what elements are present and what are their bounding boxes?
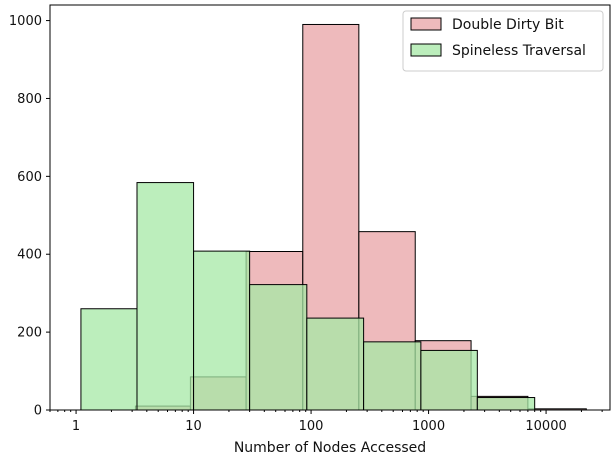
x-tick-label-2: 100 <box>299 419 324 434</box>
plot-frame <box>49 4 611 411</box>
x-tick-label-3: 1000 <box>412 419 445 434</box>
bar-spineless-traversal-5 <box>363 341 422 411</box>
y-tick-label-0: 0 <box>34 404 42 419</box>
y-tick-label-4: 800 <box>17 92 42 107</box>
bar-spineless-traversal-1 <box>136 182 195 411</box>
bar-spineless-traversal-2 <box>193 250 251 411</box>
legend: Double Dirty Bit Spineless Traversal <box>402 10 604 72</box>
legend-box <box>402 10 604 72</box>
bar-spineless-traversal-6 <box>420 349 478 411</box>
y-tick-label-3: 600 <box>17 170 42 185</box>
legend-label-spineless-traversal: Spineless Traversal <box>452 43 586 59</box>
x-tick-label-0: 1 <box>72 419 80 434</box>
x-tick-label-1: 10 <box>185 419 202 434</box>
y-tick-label-2: 400 <box>17 248 42 263</box>
x-tick-label-4: 10000 <box>525 419 566 434</box>
bars-layer <box>80 23 587 411</box>
x-axis-title: Number of Nodes Accessed <box>234 440 426 456</box>
bar-spineless-traversal-0 <box>80 308 138 411</box>
bar-spineless-traversal-3 <box>249 284 308 411</box>
legend-swatch-spineless-traversal <box>410 43 442 57</box>
y-tick-label-5: 1000 <box>9 14 42 29</box>
y-tick-label-1: 200 <box>17 326 42 341</box>
bar-spineless-traversal-7 <box>476 397 536 411</box>
legend-swatch-double-dirty-bit <box>410 17 442 31</box>
ticks-layer: 1 10 100 1000 10000 0 200 400 600 800 1000 <box>9 14 603 434</box>
bar-spineless-traversal-4 <box>306 317 365 411</box>
legend-label-double-dirty-bit: Double Dirty Bit <box>452 17 564 33</box>
